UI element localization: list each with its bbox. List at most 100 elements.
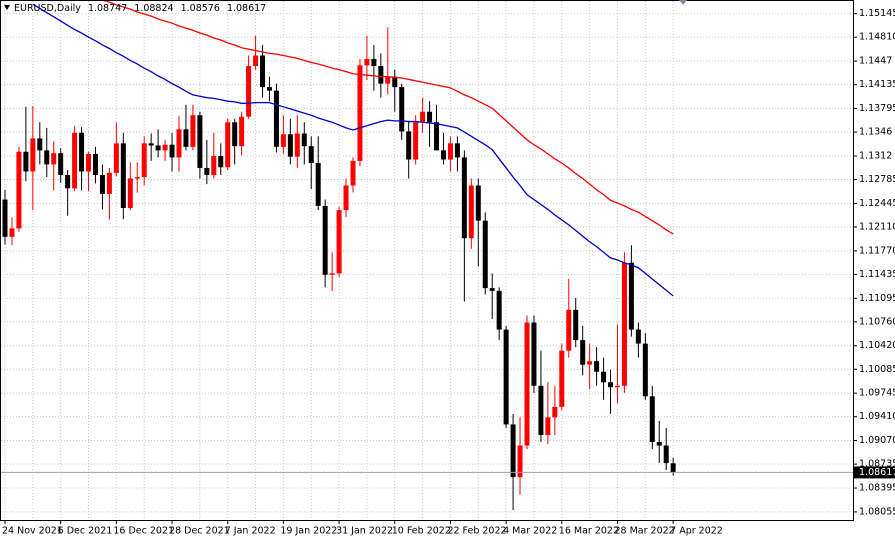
candle-body bbox=[169, 144, 175, 158]
candle-body bbox=[65, 174, 71, 189]
candle-body bbox=[357, 65, 363, 161]
candle-body bbox=[16, 151, 22, 229]
candle-body bbox=[524, 322, 530, 446]
candle-body bbox=[614, 385, 620, 388]
candle-body bbox=[86, 153, 92, 172]
candle-body bbox=[197, 115, 203, 168]
candle-body bbox=[552, 406, 558, 418]
axes: 1.15145 1.14810 1.1447 1.14135 1.13795 1.1346… bbox=[2, 8, 895, 537]
candle-body bbox=[392, 76, 398, 88]
candle-body bbox=[120, 143, 126, 208]
candle-body bbox=[183, 129, 189, 147]
candle-body bbox=[44, 150, 50, 165]
header-low: 1.08576 bbox=[181, 3, 220, 14]
candle-body bbox=[273, 90, 279, 147]
y-tick-label: 1.1447 bbox=[859, 56, 892, 67]
candle-body bbox=[531, 322, 537, 386]
candle-body bbox=[475, 185, 481, 221]
candle-body bbox=[155, 145, 161, 151]
candle-body bbox=[378, 66, 384, 84]
candle-body bbox=[538, 385, 544, 435]
header-close: 1.08617 bbox=[227, 3, 266, 14]
candle-body bbox=[649, 396, 655, 442]
candle-body bbox=[51, 153, 57, 165]
candle-body bbox=[2, 199, 8, 237]
y-tick-label: 1.10760 bbox=[859, 316, 895, 327]
candle-body bbox=[642, 343, 648, 397]
candle-body bbox=[559, 350, 565, 407]
moving-average bbox=[103, 1, 674, 235]
y-tick-label: 1.11435 bbox=[859, 269, 895, 280]
candle-body bbox=[141, 143, 147, 178]
candle-body bbox=[301, 133, 307, 147]
plot-border bbox=[0, 0, 854, 521]
candle-body bbox=[670, 463, 676, 473]
candle-body bbox=[72, 132, 78, 189]
candle-body bbox=[503, 329, 509, 425]
candle-body bbox=[23, 151, 29, 172]
y-tick-label: 1.09070 bbox=[859, 435, 895, 446]
candle-body bbox=[99, 174, 105, 194]
candle-body bbox=[587, 361, 593, 365]
candle-body bbox=[280, 134, 286, 147]
candle-body bbox=[628, 262, 634, 330]
candle-body bbox=[162, 144, 168, 151]
candle-body bbox=[253, 55, 259, 67]
y-tick-label: 1.11095 bbox=[859, 293, 895, 304]
candle-body bbox=[496, 290, 502, 330]
candle-body bbox=[427, 111, 433, 123]
candle-body bbox=[190, 115, 196, 147]
candle-body bbox=[413, 122, 419, 160]
candle-body bbox=[566, 309, 572, 351]
y-tick-label: 1.09410 bbox=[859, 411, 895, 422]
candle-body bbox=[106, 172, 112, 194]
chart-header: EURUSD,Daily 1.08747 1.08824 1.08576 1.0… bbox=[14, 3, 266, 14]
price-label: 1.08617 bbox=[859, 467, 895, 478]
y-tick-label: 1.14135 bbox=[859, 79, 895, 90]
candle-body bbox=[127, 178, 133, 208]
candle-body bbox=[406, 131, 412, 160]
candle-body bbox=[385, 76, 391, 84]
candle-body bbox=[58, 153, 64, 175]
candle-body bbox=[594, 361, 600, 372]
candle-body bbox=[336, 210, 342, 274]
candle-body bbox=[308, 146, 314, 164]
y-tick-label: 1.08395 bbox=[859, 483, 895, 494]
x-tick-label: 28 Mar 2022 bbox=[614, 526, 674, 537]
plot-area bbox=[1, 1, 853, 511]
y-tick-label: 1.09745 bbox=[859, 388, 895, 399]
candle-body bbox=[232, 122, 238, 147]
header-marker bbox=[4, 5, 10, 10]
candle-body bbox=[447, 143, 453, 160]
x-tick-label: 16 Mar 2022 bbox=[559, 526, 619, 537]
y-tick-label: 1.10420 bbox=[859, 340, 895, 351]
candle-body bbox=[260, 55, 266, 88]
candle-body bbox=[517, 445, 523, 478]
y-tick-label: 1.13795 bbox=[859, 103, 895, 114]
chart-title: EURUSD,Daily bbox=[14, 3, 81, 14]
candle-body bbox=[9, 228, 15, 237]
x-tick-label: 4 Mar 2022 bbox=[503, 526, 557, 537]
candle-body bbox=[322, 205, 328, 275]
candle-body bbox=[294, 133, 300, 157]
y-tick-label: 1.1346 bbox=[859, 127, 892, 138]
grid bbox=[1, 1, 853, 520]
candle-body bbox=[621, 262, 627, 386]
y-tick-label: 1.11770 bbox=[859, 245, 895, 256]
shift-marker bbox=[679, 0, 687, 5]
candle-body bbox=[329, 273, 335, 275]
y-tick-label: 1.12785 bbox=[859, 174, 895, 185]
x-tick-label: 10 Feb 2022 bbox=[392, 526, 451, 537]
y-tick-label: 1.12445 bbox=[859, 198, 895, 209]
candle-body bbox=[225, 122, 231, 168]
candle-body bbox=[399, 87, 405, 132]
candle-body bbox=[79, 132, 85, 172]
y-tick-label: 1.15145 bbox=[859, 8, 895, 19]
candle-body bbox=[420, 111, 426, 123]
x-tick-label: 31 Jan 2022 bbox=[336, 526, 393, 537]
x-tick-label: 7 Jan 2022 bbox=[225, 526, 276, 537]
x-tick-label: 19 Jan 2022 bbox=[280, 526, 337, 537]
candle-body bbox=[134, 177, 140, 179]
candle-body bbox=[510, 424, 516, 478]
candle-body bbox=[573, 309, 579, 341]
